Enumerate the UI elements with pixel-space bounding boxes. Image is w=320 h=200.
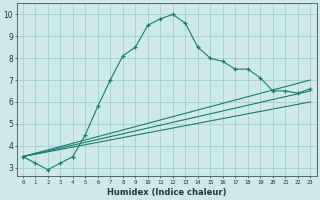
X-axis label: Humidex (Indice chaleur): Humidex (Indice chaleur): [107, 188, 226, 197]
